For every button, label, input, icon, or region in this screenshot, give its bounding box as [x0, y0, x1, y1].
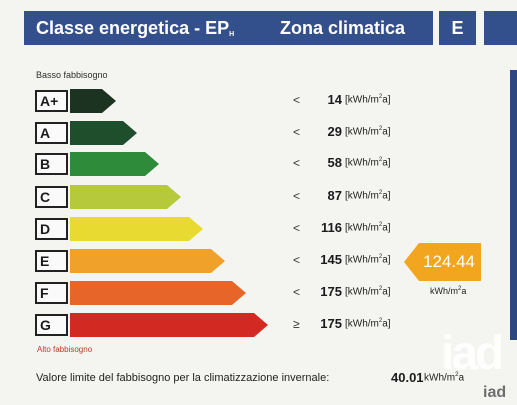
class-threshold-unit: [kWh/m2a] [345, 286, 391, 298]
class-letter: A+ [35, 90, 68, 112]
class-threshold-value: 175 [320, 284, 342, 299]
class-comparator: < [293, 156, 301, 170]
watermark-logo-text: iad [483, 384, 507, 401]
class-arrow [70, 89, 116, 113]
class-letter: A [35, 122, 68, 144]
class-threshold-value: 14 [327, 92, 342, 107]
class-threshold-value: 116 [321, 220, 342, 235]
class-comparator: < [293, 125, 301, 139]
indicator-unit: kWh/m2a [430, 286, 467, 296]
class-threshold-unit: [kWh/m2a] [345, 254, 391, 266]
header-title-subscript: H [229, 31, 235, 38]
climate-zone-value: E [439, 11, 476, 45]
class-threshold-value: 175 [320, 316, 342, 331]
class-arrow [70, 217, 203, 241]
class-threshold-value: 87 [327, 188, 342, 203]
class-threshold-unit: [kWh/m2a] [345, 94, 391, 106]
class-arrow [70, 185, 181, 209]
class-threshold-unit: [kWh/m2a] [345, 126, 391, 138]
class-threshold-unit: [kWh/m2a] [345, 318, 391, 330]
class-threshold-unit: [kWh/m2a] [345, 222, 391, 234]
class-arrow [70, 121, 137, 145]
class-threshold-value: 145 [320, 252, 342, 267]
right-edge-panel [510, 70, 517, 340]
header-title: Classe energetica - EPH [36, 18, 235, 38]
class-comparator: < [293, 253, 301, 267]
class-arrow [70, 152, 159, 176]
class-comparator: < [293, 221, 301, 235]
class-letter: E [35, 250, 68, 272]
class-threshold-unit: [kWh/m2a] [345, 190, 391, 202]
class-arrow [70, 249, 225, 273]
class-comparator: < [293, 285, 301, 299]
class-letter: C [35, 186, 68, 208]
class-arrow [70, 313, 268, 337]
class-threshold-value: 29 [327, 124, 342, 139]
limit-value-label: Valore limite del fabbisogno per la clim… [36, 372, 330, 384]
high-demand-label: Alto fabbisogno [37, 345, 93, 354]
limit-value: 40.01 [391, 370, 424, 385]
class-comparator: < [293, 189, 301, 203]
class-letter: G [35, 314, 68, 336]
low-demand-label: Basso fabbisogno [36, 70, 108, 80]
header-side-panel [484, 11, 517, 45]
watermark-logo-icon: iad [441, 327, 504, 380]
climate-zone-label: Zona climatica [280, 18, 406, 38]
class-comparator: ≥ [293, 317, 300, 331]
class-letter: F [35, 282, 68, 304]
class-threshold-unit: [kWh/m2a] [345, 157, 391, 169]
class-letter: D [35, 218, 68, 240]
class-arrow [70, 281, 246, 305]
current-value-indicator: 124.44 [404, 243, 481, 281]
limit-value-unit: kWh/m2a [424, 372, 465, 384]
class-letter: B [35, 153, 68, 175]
class-threshold-value: 58 [327, 155, 342, 170]
class-comparator: < [293, 93, 301, 107]
energy-class-header: Classe energetica - EPH Zona climatica [24, 11, 433, 45]
